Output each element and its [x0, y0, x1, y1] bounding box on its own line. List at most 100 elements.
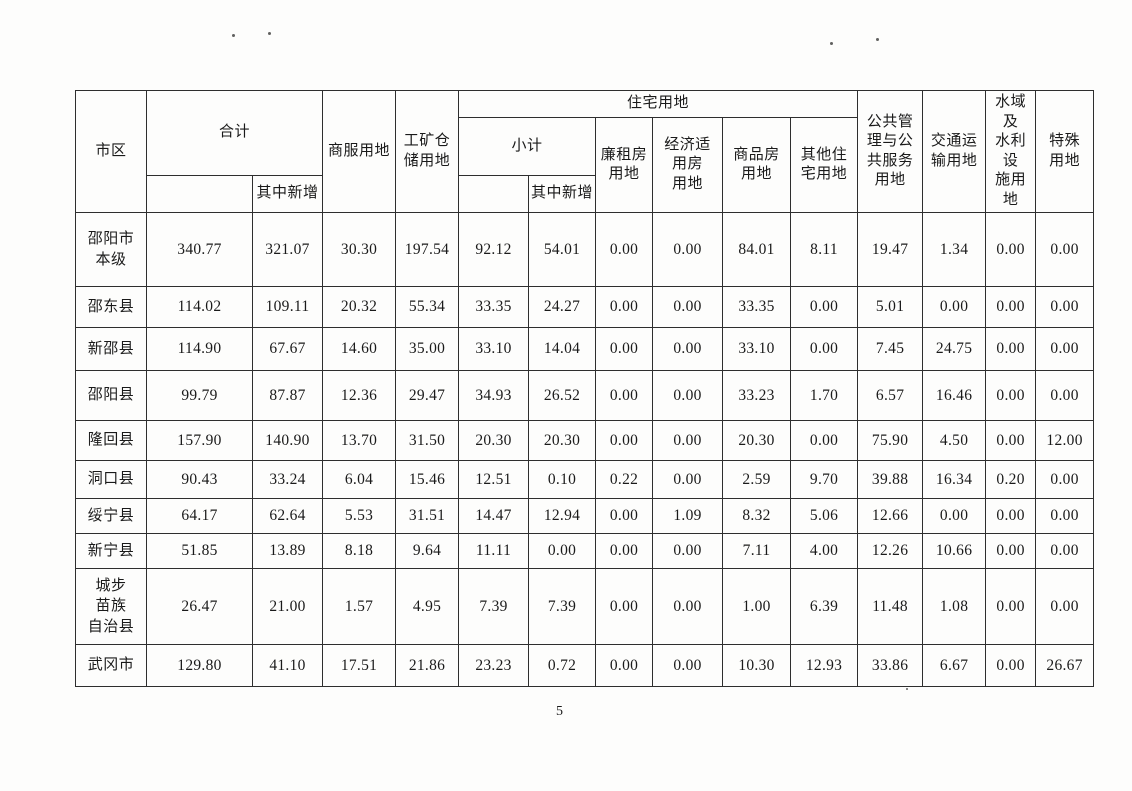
table-row: 武冈市 129.80 41.10 17.51 21.86 23.23 0.72 0.00 0.0…	[75, 644, 1095, 687]
table-cell: 6.04	[322, 460, 397, 499]
table-cell: 0.00	[1035, 498, 1095, 534]
table-cell: 31.50	[395, 420, 460, 461]
table-cell: 51.85	[146, 533, 253, 569]
table-cell: 0.00	[595, 498, 654, 534]
table-cell: 0.00	[528, 533, 597, 569]
header-industrial-storage: 工矿仓 储用地	[395, 90, 460, 213]
table-cell: 0.00	[652, 533, 724, 569]
table-cell: 1.08	[922, 568, 987, 645]
header-blank-cell	[458, 175, 530, 213]
table-cell: 114.90	[146, 327, 253, 371]
table-cell: 1.57	[322, 568, 397, 645]
table-cell: 12.00	[1035, 420, 1095, 461]
table-cell: 0.00	[1035, 286, 1095, 328]
table-cell: 0.00	[922, 498, 987, 534]
header-transportation: 交通运 输用地	[922, 90, 987, 213]
table-cell: 14.47	[458, 498, 530, 534]
header-total: 合计	[145, 90, 324, 176]
table-cell: 9.70	[790, 460, 859, 499]
row-label: 武冈市	[75, 644, 147, 687]
header-region: 市区	[75, 90, 147, 213]
table-cell: 15.46	[395, 460, 460, 499]
table-cell: 0.00	[790, 286, 859, 328]
table-cell: 54.01	[528, 212, 597, 287]
table-cell: 11.48	[857, 568, 924, 645]
header-total-new: 其中新增	[251, 175, 324, 213]
land-use-statistics-table: 市区 合计 商服用地 工矿仓 储用地 住宅用地 公共管 理与公 共服务 用地 交…	[75, 90, 1095, 687]
header-residential-new: 其中新增	[528, 175, 597, 213]
table-cell: 33.86	[857, 644, 924, 687]
table-cell: 0.00	[985, 327, 1037, 371]
table-row: 绥宁县 64.17 62.64 5.53 31.51 14.47 12.94 0.00 1.09…	[75, 498, 1095, 534]
scan-speck	[876, 38, 879, 41]
table-cell: 0.00	[652, 370, 724, 421]
row-label: 隆回县	[75, 420, 147, 461]
table-cell: 2.59	[722, 460, 792, 499]
table-cell: 157.90	[146, 420, 253, 461]
table-cell: 0.00	[985, 533, 1037, 569]
table-cell: 0.00	[1035, 533, 1095, 569]
table-cell: 33.10	[458, 327, 530, 371]
table-cell: 0.00	[652, 327, 724, 371]
table-cell: 33.35	[722, 286, 792, 328]
table-cell: 8.18	[322, 533, 397, 569]
table-cell: 0.00	[595, 420, 654, 461]
table-cell: 140.90	[251, 420, 324, 461]
table-cell: 26.67	[1035, 644, 1095, 687]
table-cell: 24.75	[922, 327, 987, 371]
table-cell: 0.00	[985, 212, 1037, 287]
header-residential: 住宅用地	[458, 90, 859, 118]
table-cell: 129.80	[146, 644, 253, 687]
table-cell: 197.54	[395, 212, 460, 287]
scan-speck	[232, 34, 235, 37]
table-cell: 12.94	[528, 498, 597, 534]
table-cell: 19.47	[857, 212, 924, 287]
table-cell: 11.11	[458, 533, 530, 569]
table-row: 洞口县 90.43 33.24 6.04 15.46 12.51 0.10 0.22 0.00 2…	[75, 460, 1095, 499]
table-cell: 4.00	[790, 533, 859, 569]
table-cell: 0.00	[985, 370, 1037, 421]
table-cell: 109.11	[251, 286, 324, 328]
table-cell: 0.00	[652, 212, 724, 287]
table-cell: 6.67	[922, 644, 987, 687]
table-cell: 67.67	[251, 327, 324, 371]
table-cell: 14.04	[528, 327, 597, 371]
table-cell: 12.66	[857, 498, 924, 534]
table-cell: 62.64	[251, 498, 324, 534]
table-cell: 0.00	[595, 212, 654, 287]
row-label: 邵阳县	[75, 370, 147, 421]
header-water-facilities: 水域及 水利设 施用地	[985, 90, 1037, 213]
table-cell: 33.35	[458, 286, 530, 328]
table-header: 市区 合计 商服用地 工矿仓 储用地 住宅用地 公共管 理与公 共服务 用地 交…	[75, 90, 1095, 213]
table-cell: 0.22	[595, 460, 654, 499]
table-cell: 16.46	[922, 370, 987, 421]
table-cell: 33.23	[722, 370, 792, 421]
table-cell: 0.00	[652, 568, 724, 645]
header-special: 特殊 用地	[1035, 90, 1095, 213]
table-cell: 33.24	[251, 460, 324, 499]
table-cell: 10.66	[922, 533, 987, 569]
table-row: 邵阳市 本级 340.77 321.07 30.30 197.54 92.12 54.01 0…	[75, 212, 1095, 287]
table-cell: 30.30	[322, 212, 397, 287]
table-cell: 7.45	[857, 327, 924, 371]
table-cell: 99.79	[146, 370, 253, 421]
table-cell: 7.39	[528, 568, 597, 645]
table-cell: 1.09	[652, 498, 724, 534]
row-label: 新邵县	[75, 327, 147, 371]
table-cell: 0.00	[1035, 568, 1095, 645]
table-cell: 8.11	[790, 212, 859, 287]
table-cell: 26.52	[528, 370, 597, 421]
table-cell: 0.00	[595, 644, 654, 687]
table-cell: 10.30	[722, 644, 792, 687]
table-cell: 87.87	[251, 370, 324, 421]
table-cell: 20.30	[458, 420, 530, 461]
table-cell: 20.30	[722, 420, 792, 461]
header-commodity-housing: 商品房 用地	[722, 117, 792, 213]
table-cell: 31.51	[395, 498, 460, 534]
header-residential-subtotal: 小计	[458, 117, 597, 176]
row-label: 新宁县	[75, 533, 147, 569]
table-cell: 4.95	[395, 568, 460, 645]
table-cell: 5.01	[857, 286, 924, 328]
table-cell: 39.88	[857, 460, 924, 499]
table-cell: 4.50	[922, 420, 987, 461]
